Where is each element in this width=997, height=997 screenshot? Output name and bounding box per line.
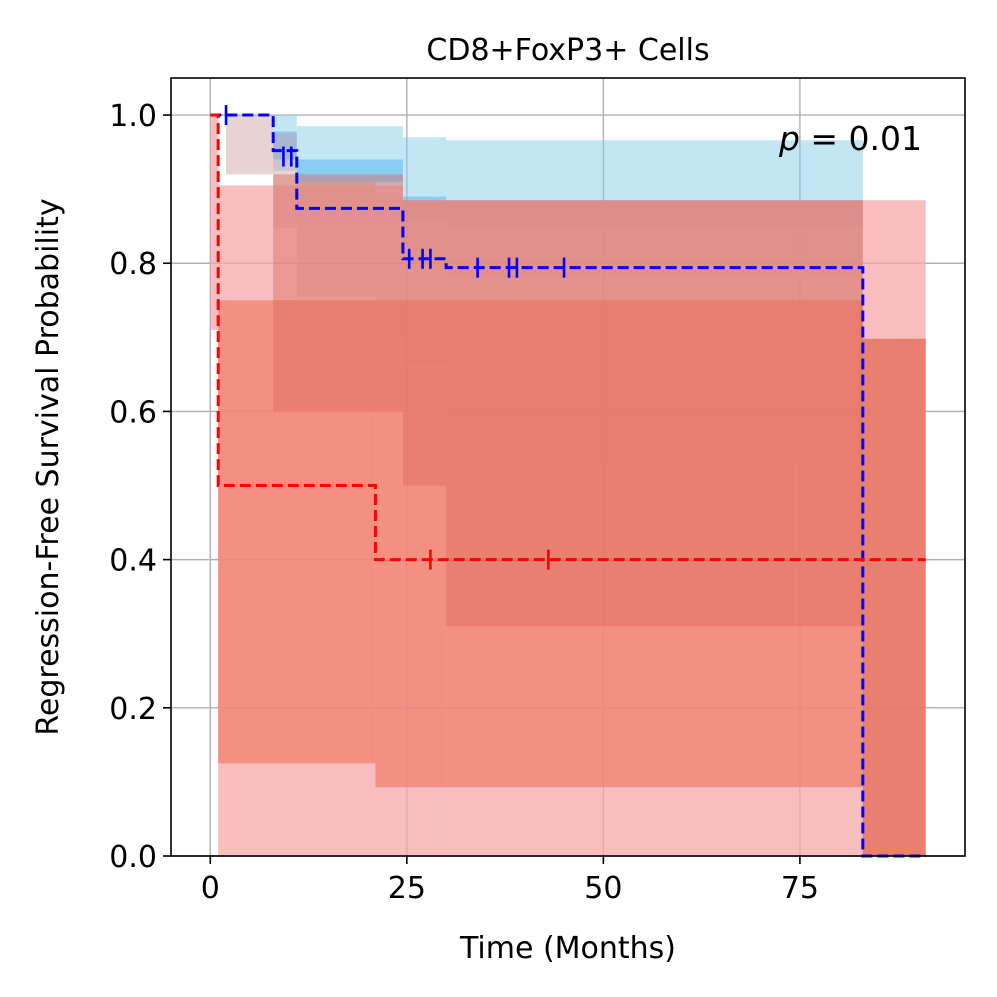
red-ci-band	[402, 200, 447, 486]
confidence-bands	[210, 115, 926, 856]
red-ci-band	[862, 338, 926, 856]
red-ci-band	[375, 300, 403, 788]
red-ci-band	[446, 200, 863, 627]
red-ci-band	[218, 300, 376, 764]
blue-ci-band	[296, 159, 403, 182]
chart-title: CD8+FoxP3+ Cells	[426, 33, 709, 68]
x-tick-label: 50	[584, 871, 622, 906]
red-ci-band	[296, 174, 403, 412]
red-ci-band	[446, 300, 863, 788]
y-tick-label: 0.8	[109, 247, 157, 282]
red-ci-band	[210, 115, 219, 330]
survival-curves	[210, 113, 926, 858]
y-tick-label: 0.4	[109, 544, 157, 579]
y-axis-label: Regression-Free Survival Probability	[31, 198, 66, 735]
x-axis-label: Time (Months)	[459, 931, 676, 966]
y-tick-label: 0.2	[109, 692, 157, 727]
red-survival-line	[210, 113, 926, 562]
axis-ticks: 0 25 50 75 0.0 0.2 0.4 0.6 0.8 1.0	[109, 99, 819, 906]
blue-survival-line	[210, 113, 926, 858]
y-tick-label: 1.0	[109, 99, 157, 134]
red-ci-band	[273, 174, 297, 412]
censor-marks	[224, 105, 566, 570]
red-ci-band	[402, 300, 447, 788]
x-tick-label: 0	[201, 871, 220, 906]
y-tick-label: 0.6	[109, 395, 157, 430]
blue-ci-band	[226, 115, 274, 175]
x-tick-label: 75	[781, 871, 819, 906]
red-ci-band	[862, 338, 926, 856]
y-tick-label: 0.0	[109, 840, 157, 875]
p-value: = 0.01	[800, 119, 922, 158]
p-symbol: p	[778, 119, 800, 158]
plot-frame	[170, 77, 966, 857]
x-tick-label: 25	[388, 871, 426, 906]
p-value-annotation: p = 0.01	[778, 119, 922, 158]
